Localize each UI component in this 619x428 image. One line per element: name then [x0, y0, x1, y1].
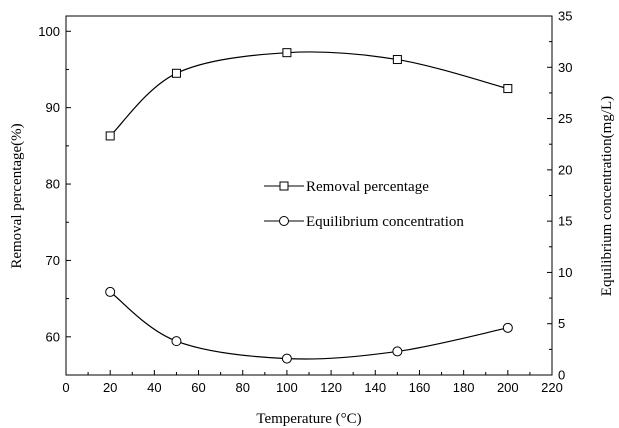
data-markers	[105, 48, 513, 364]
removal-percentage-point	[503, 84, 513, 94]
removal-percentage-point	[282, 48, 292, 58]
legend-square-marker	[279, 181, 289, 191]
x-tick-label: 180	[453, 380, 475, 395]
x-tick-label: 20	[103, 380, 117, 395]
legend-label-removal: Removal percentage	[306, 179, 429, 195]
x-tick-label: 220	[541, 380, 563, 395]
x-tick-label: 200	[497, 380, 519, 395]
legend: Removal percentage Equilibrium concentra…	[264, 179, 464, 230]
fit-curves	[109, 51, 508, 360]
removal-percentage-point	[392, 55, 402, 65]
right-y-axis: 0 5 10 15 20 25 30 35	[547, 9, 572, 383]
x-axis-title: Temperature (°C)	[256, 411, 361, 427]
right-y-tick-label: 15	[558, 214, 572, 229]
right-y-tick-label: 30	[558, 60, 572, 75]
right-y-tick-label: 20	[558, 162, 572, 177]
equilibrium-concentration-point	[171, 336, 182, 347]
equilibrium-concentration-point	[281, 353, 292, 364]
removal-percentage-point	[171, 68, 181, 78]
right-y-axis-title: Equilibrium concentration(mg/L)	[599, 96, 615, 296]
left-y-tick-label: 100	[38, 24, 60, 39]
x-tick-label: 120	[320, 380, 342, 395]
x-tick-label: 40	[147, 380, 161, 395]
x-tick-label: 160	[409, 380, 431, 395]
x-tick-label: 60	[191, 380, 205, 395]
right-y-tick-label: 0	[558, 368, 565, 383]
right-y-tick-label: 25	[558, 111, 572, 126]
x-tick-label: 80	[235, 380, 249, 395]
x-tick-label: 140	[364, 380, 386, 395]
equilibrium-concentration-point	[105, 286, 116, 297]
equilibrium-concentration-curve	[109, 291, 508, 360]
removal-percentage-curve	[109, 51, 508, 137]
left-y-tick-label: 90	[46, 100, 60, 115]
plot-frame	[65, 15, 553, 376]
right-y-tick-label: 10	[558, 265, 572, 280]
equilibrium-concentration-point	[502, 322, 513, 333]
left-y-tick-label: 70	[46, 253, 60, 268]
right-y-tick-label: 5	[558, 316, 565, 331]
legend-label-equilibrium: Equilibrium concentration	[306, 214, 464, 230]
left-y-tick-label: 80	[46, 177, 60, 192]
removal-percentage-point	[105, 131, 115, 141]
left-y-axis-title: Removal percentage(%)	[9, 123, 25, 268]
right-y-tick-label: 35	[558, 9, 572, 24]
left-y-axis: 60 70 80 90 100	[38, 24, 71, 376]
equilibrium-concentration-point	[392, 346, 403, 357]
x-axis: 0 20 40 60 80 100 120 140 160 180 200 220	[62, 370, 563, 395]
x-tick-label: 0	[62, 380, 69, 395]
x-tick-label: 100	[276, 380, 298, 395]
legend-circle-marker	[279, 216, 289, 226]
left-y-tick-label: 60	[46, 329, 60, 344]
